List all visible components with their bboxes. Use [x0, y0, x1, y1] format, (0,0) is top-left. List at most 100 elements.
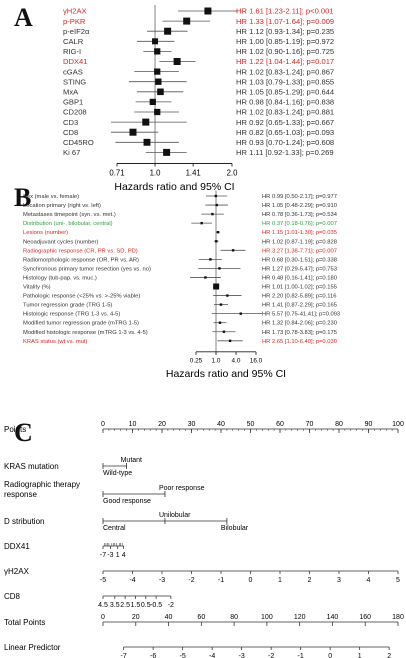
value-label: -4	[129, 577, 135, 584]
value-label: 1	[278, 577, 282, 584]
nomogram-row-label: response	[4, 490, 37, 499]
row-label: CD8	[63, 128, 78, 137]
hr-marker	[214, 194, 218, 198]
hr-marker	[213, 283, 220, 290]
value-label: -2	[188, 577, 194, 584]
hr-text: HR 0.99 [0.50-2.17]; p=0.977	[262, 194, 337, 200]
tick-label: 80	[230, 614, 238, 621]
hr-text: HR 1.12 [0.93-1.34]; p=0.235	[236, 27, 334, 36]
hr-marker	[155, 78, 162, 85]
category-label: Good response	[103, 498, 151, 505]
value-label: -4	[209, 653, 215, 658]
row-label: Radiographic response (CR, PR vs. SD, PD…	[23, 248, 138, 254]
hr-text: HR 1.11 [0.92-1.33]; p=0.269	[236, 148, 334, 157]
tick-label: 70	[306, 421, 314, 428]
tick-label: 60	[276, 421, 284, 428]
hr-text: HR 3.27 [1.38-7.71]; p=0.007	[262, 248, 337, 254]
hr-text: HR 1.02 [0.83-1.24]; p=0.867	[236, 67, 334, 76]
hr-marker	[219, 303, 223, 306]
value-label: 3	[337, 577, 341, 584]
row-label: Lesions (number)	[23, 230, 68, 236]
value-label: -5	[180, 653, 186, 658]
row-label: Histologic response (TRG 1-3 vs. 4-5)	[23, 312, 120, 318]
hr-marker	[231, 249, 235, 252]
hr-marker	[152, 38, 159, 45]
row-label: RIG-I	[63, 47, 81, 56]
value-label: 2	[308, 577, 312, 584]
x-axis-label: Hazards ratio and 95% CI	[114, 181, 234, 190]
row-label: CD3	[63, 118, 78, 127]
row-label: p-PKR	[63, 17, 86, 26]
value-label: 1	[358, 653, 362, 658]
value-label: -3	[239, 653, 245, 658]
value-label: -5	[100, 577, 106, 584]
x-tick-label: 2.0	[227, 168, 239, 177]
hr-marker	[215, 240, 218, 243]
hr-marker	[222, 330, 226, 333]
hr-text: HR 0.82 [0.65-1.03]; p=0.093	[236, 128, 334, 137]
tick-label: 90	[365, 421, 373, 428]
forest-plot-a: A γH2AX HR 1.61 [1.23-2.11]; p<0.001 p-PKR…	[14, 3, 334, 190]
value-label: -6	[150, 653, 156, 658]
forest-plot-b: B Sex (male vs. female) HR 0.99 [0.50-2.1…	[14, 183, 340, 380]
row-label: Neoadjuvant cycles (number)	[23, 239, 98, 245]
hr-marker	[142, 118, 150, 126]
tick-label: 20	[132, 614, 140, 621]
row-label: KRAS status (wt vs. mut)	[23, 339, 87, 345]
tick-label: 50	[247, 421, 255, 428]
tick-label: 160	[359, 614, 371, 621]
tick-label: 100	[261, 614, 273, 621]
row-label: p-eIF2α	[63, 27, 90, 36]
category-label: Mutant	[121, 457, 142, 464]
x-tick-label: 1.0	[212, 357, 221, 364]
hr-text: HR 2.20 [0.82-5.89]; p=0.116	[262, 294, 337, 300]
hr-text: HR 1.61 [1.23-2.11]; p<0.001	[236, 7, 334, 16]
hr-marker	[211, 212, 214, 216]
hr-text: HR 0.48 [0.16-1.41]; p=0.180	[262, 275, 337, 281]
hr-text: HR 2.65 [1.10-6.40]; p=0.030	[262, 339, 337, 345]
row-label: Radiomorphologic response (OR, PR vs. AR…	[23, 257, 139, 263]
hr-marker	[129, 128, 137, 136]
value-label: 4	[122, 552, 126, 559]
row-label: Location primary (right vs. left)	[23, 203, 101, 209]
hr-marker	[163, 148, 171, 156]
nomogram-row-label: Linear Predictor	[4, 643, 61, 652]
value-label: -0.5	[150, 602, 162, 609]
hr-text: HR 0.92 [0.65-1.33]; p=0.667	[236, 118, 334, 127]
hr-marker	[154, 48, 161, 55]
hr-text: HR 1.02 [0.83-1.24]; p=0.881	[236, 108, 334, 117]
nomogram-row-label: γH2AX	[4, 567, 30, 576]
value-label: 0	[328, 653, 332, 658]
hr-marker	[204, 276, 207, 279]
row-label: CD208	[63, 108, 87, 117]
panel-label-b: B	[14, 183, 31, 212]
hr-marker	[149, 98, 156, 106]
value-label: 1	[116, 552, 120, 559]
hr-marker	[215, 203, 218, 207]
value-label: 0.5	[141, 602, 151, 609]
x-tick-label: 1.41	[186, 168, 201, 177]
row-label: Metastases timepoint (syn. vs. met.)	[23, 212, 116, 218]
hr-text: HR 1.02 [0.87-1.19]; p=0.828	[262, 239, 337, 245]
category-label: Poor response	[159, 485, 205, 492]
panel-b: B Sex (male vs. female) HR 0.99 [0.50-2.1…	[0, 178, 406, 403]
hr-marker	[154, 108, 161, 116]
row-label: GBP1	[63, 98, 83, 107]
category-label: Unilobular	[159, 512, 191, 519]
row-label: Modified tumor regression grade (mTRG 1-…	[23, 321, 139, 327]
hr-marker	[200, 221, 203, 225]
hr-text: HR 1.27 [0.29-5.47]; p=0.753	[262, 266, 337, 272]
value-label: 5	[396, 577, 400, 584]
hr-marker	[173, 58, 181, 65]
hr-text: HR 0.78 [0.36-1.73]; p=0.534	[262, 212, 338, 218]
panel-label-c: C	[14, 418, 33, 447]
panel-label-a: A	[14, 3, 33, 32]
nomogram-row-label: Points	[4, 425, 26, 434]
x-tick-label: 16.0	[250, 357, 263, 364]
hr-text: HR 1.03 [0.79-1.33]; p=0.855	[236, 77, 334, 86]
panel-c: C Points 0 10 20 30 40 50 60 70 80 90 100 KRAS mutat…	[0, 403, 406, 658]
hr-text: HR 0.37 [0.18-0.76]; p=0.007	[262, 221, 337, 227]
hr-text: HR 1.32 [0.84-2.06]; p=0.230	[262, 321, 337, 327]
nomogram-row-label: Total Points	[4, 618, 45, 627]
